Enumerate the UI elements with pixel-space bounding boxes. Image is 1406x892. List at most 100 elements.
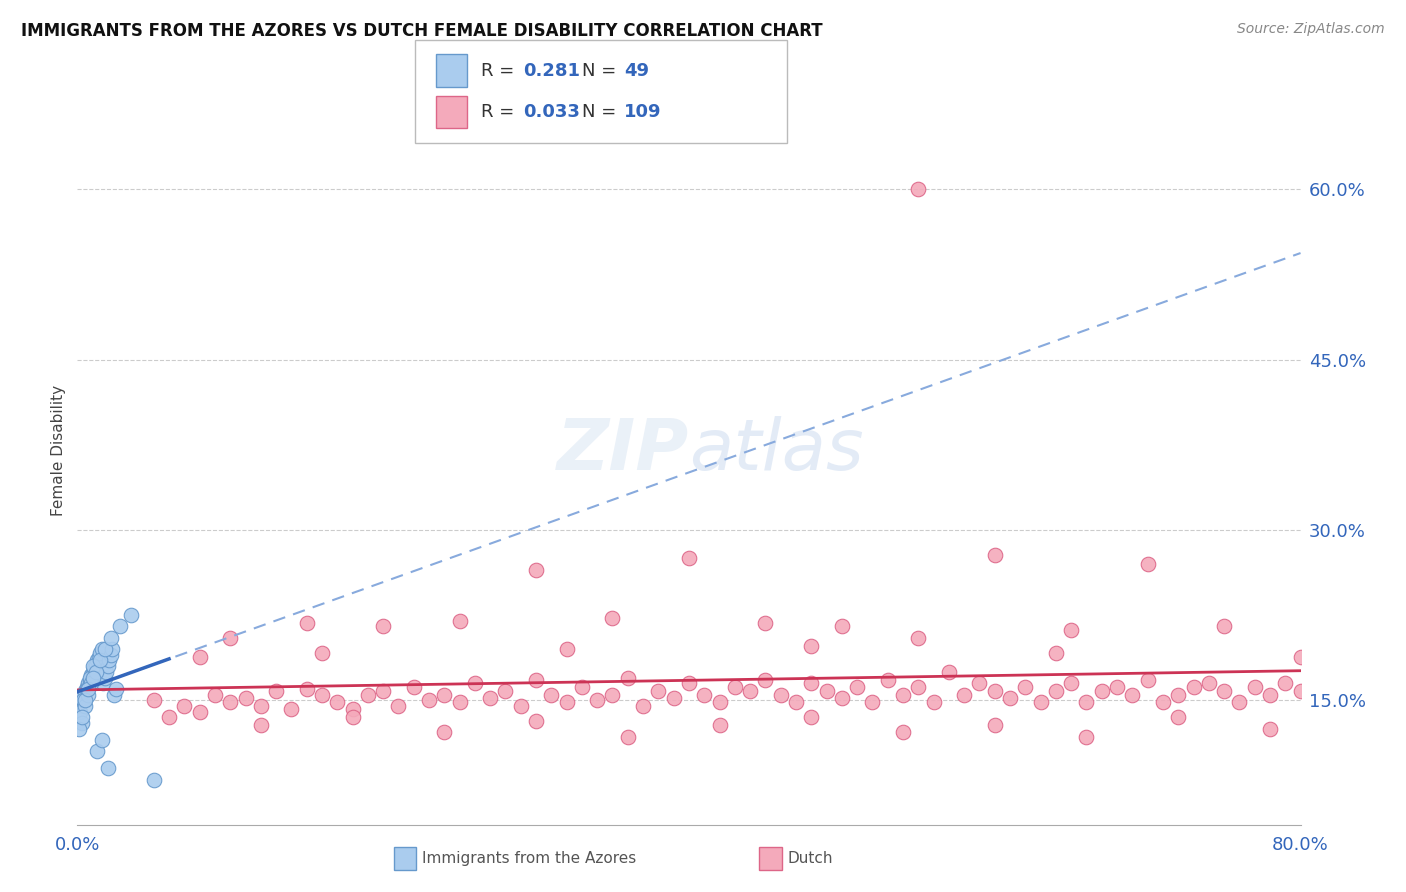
Point bbox=[509, 698, 531, 713]
Point bbox=[67, 698, 90, 713]
Point bbox=[86, 744, 108, 758]
Point bbox=[846, 680, 869, 694]
Point bbox=[142, 772, 165, 787]
Point bbox=[357, 688, 380, 702]
Point bbox=[98, 653, 121, 667]
Point bbox=[495, 684, 517, 698]
Point bbox=[662, 690, 685, 705]
Text: ZIP: ZIP bbox=[557, 416, 689, 485]
Point bbox=[91, 676, 114, 690]
Point bbox=[157, 710, 180, 724]
Point bbox=[82, 665, 104, 679]
Point bbox=[876, 673, 898, 687]
Point bbox=[70, 690, 93, 705]
Point bbox=[647, 684, 669, 698]
Point bbox=[96, 665, 118, 679]
Point bbox=[678, 551, 700, 566]
Point bbox=[87, 650, 110, 665]
Point bbox=[86, 653, 108, 667]
Text: R =: R = bbox=[481, 103, 520, 121]
Point bbox=[371, 684, 394, 698]
Point bbox=[295, 681, 318, 696]
Point bbox=[1060, 623, 1083, 637]
Text: 0.033: 0.033 bbox=[523, 103, 579, 121]
Point bbox=[311, 646, 333, 660]
Point bbox=[90, 733, 112, 747]
Point bbox=[342, 710, 364, 724]
Point bbox=[70, 715, 93, 730]
Point bbox=[602, 611, 624, 625]
Text: 49: 49 bbox=[624, 62, 650, 79]
Point bbox=[984, 548, 1007, 562]
Point bbox=[84, 665, 107, 679]
Point bbox=[1274, 676, 1296, 690]
Point bbox=[1258, 722, 1281, 736]
Point bbox=[617, 671, 640, 685]
Point bbox=[631, 698, 654, 713]
Point bbox=[326, 696, 349, 710]
Point bbox=[709, 718, 731, 732]
Point bbox=[418, 693, 440, 707]
Point bbox=[89, 653, 111, 667]
Point bbox=[387, 698, 409, 713]
Point bbox=[617, 730, 640, 744]
Text: IMMIGRANTS FROM THE AZORES VS DUTCH FEMALE DISABILITY CORRELATION CHART: IMMIGRANTS FROM THE AZORES VS DUTCH FEMA… bbox=[21, 22, 823, 40]
Point bbox=[709, 696, 731, 710]
Point bbox=[524, 673, 547, 687]
Point bbox=[1152, 696, 1174, 710]
Point bbox=[204, 688, 226, 702]
Point bbox=[724, 680, 747, 694]
Point bbox=[250, 698, 273, 713]
Point bbox=[1045, 684, 1067, 698]
Point bbox=[1213, 684, 1236, 698]
Point bbox=[800, 710, 823, 724]
Point bbox=[77, 688, 100, 702]
Point bbox=[1060, 676, 1083, 690]
Point bbox=[831, 619, 853, 633]
Point bbox=[73, 693, 96, 707]
Point bbox=[188, 650, 211, 665]
Point bbox=[94, 671, 117, 685]
Point bbox=[1121, 688, 1143, 702]
Point bbox=[1045, 646, 1067, 660]
Point bbox=[79, 671, 101, 685]
Point bbox=[97, 659, 120, 673]
Point bbox=[800, 639, 823, 653]
Point bbox=[142, 693, 165, 707]
Text: N =: N = bbox=[582, 103, 621, 121]
Point bbox=[402, 680, 425, 694]
Point bbox=[77, 676, 100, 690]
Point bbox=[449, 696, 471, 710]
Point bbox=[907, 182, 929, 196]
Point bbox=[219, 696, 242, 710]
Point bbox=[571, 680, 593, 694]
Point bbox=[938, 665, 960, 679]
Point bbox=[69, 696, 91, 710]
Point bbox=[76, 680, 98, 694]
Point bbox=[540, 688, 562, 702]
Text: 109: 109 bbox=[624, 103, 662, 121]
Point bbox=[464, 676, 486, 690]
Point bbox=[984, 718, 1007, 732]
Point bbox=[1198, 676, 1220, 690]
Point bbox=[555, 696, 578, 710]
Point bbox=[678, 676, 700, 690]
Point bbox=[800, 676, 823, 690]
Point bbox=[785, 696, 807, 710]
Point bbox=[371, 619, 394, 633]
Point bbox=[1167, 688, 1189, 702]
Point bbox=[754, 615, 776, 630]
Point bbox=[173, 698, 195, 713]
Point bbox=[80, 668, 103, 682]
Point bbox=[984, 684, 1007, 698]
Point bbox=[79, 673, 101, 687]
Point bbox=[862, 696, 884, 710]
Point bbox=[1091, 684, 1114, 698]
Point bbox=[1029, 696, 1052, 710]
Text: N =: N = bbox=[582, 62, 621, 79]
Point bbox=[586, 693, 609, 707]
Point bbox=[524, 563, 547, 577]
Text: Immigrants from the Azores: Immigrants from the Azores bbox=[422, 851, 636, 866]
Point bbox=[94, 642, 117, 657]
Text: Source: ZipAtlas.com: Source: ZipAtlas.com bbox=[1237, 22, 1385, 37]
